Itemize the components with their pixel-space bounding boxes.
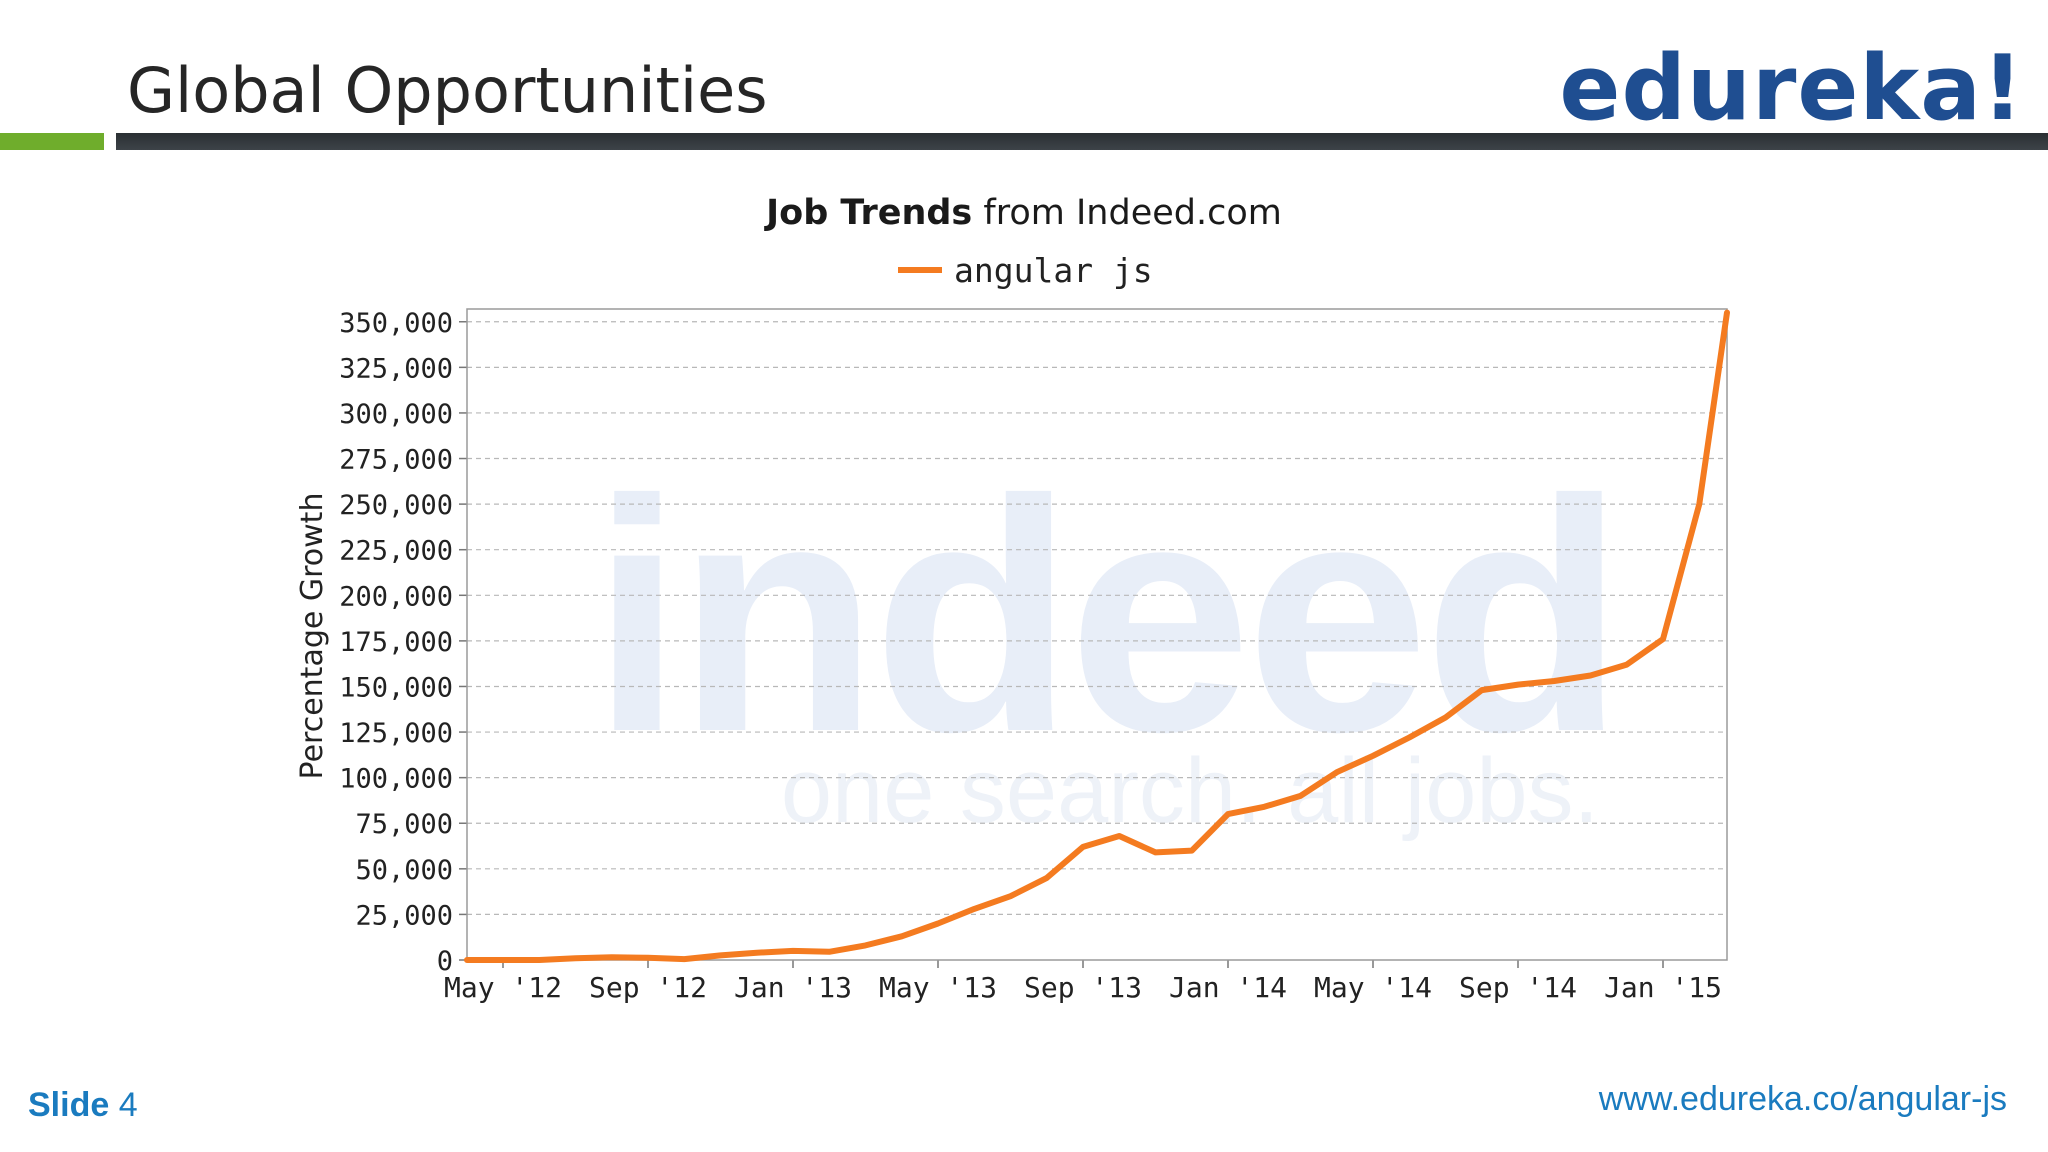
title-divider-bar (116, 133, 2048, 150)
y-tick-label: 25,000 (355, 900, 453, 931)
legend-label: angular js (954, 250, 1153, 290)
slide-title: Global Opportunities (127, 54, 768, 127)
title-accent-bar (0, 133, 104, 150)
chart-title-rest: from Indeed.com (983, 193, 1282, 233)
y-tick-label: 100,000 (339, 764, 453, 795)
chart-title-bold: Job Trends (766, 193, 973, 233)
y-tick-label: 250,000 (339, 490, 453, 521)
y-tick-label: 50,000 (355, 855, 453, 886)
x-tick-label: May '13 (879, 971, 997, 1004)
y-tick-label: 75,000 (355, 809, 453, 840)
slide-number: Slide 4 (28, 1086, 138, 1125)
slide-label: Slide (28, 1086, 110, 1124)
series-line-angular-js (464, 309, 1730, 963)
y-tick-label: 200,000 (339, 581, 453, 612)
y-axis-ticks: 0 25,000 50,000 75,000 100,000 125,000 150,000… (339, 308, 467, 977)
x-tick-label: Jan '15 (1604, 971, 1722, 1004)
x-tick-label: Jan '14 (1169, 971, 1287, 1004)
x-tick-label: Jan '13 (734, 971, 852, 1004)
line-chart: indeed one search. all jobs. 0 25,000 50,0… (295, 308, 1730, 1004)
y-tick-label: 150,000 (339, 672, 453, 703)
y-tick-label: 0 (437, 946, 453, 977)
series-group (464, 309, 1730, 963)
indeed-watermark: indeed one search. all jobs. (591, 431, 1624, 842)
x-tick-label: Sep '12 (589, 971, 707, 1004)
legend-swatch (898, 267, 942, 273)
y-tick-label: 325,000 (339, 353, 453, 384)
watermark-tagline: one search. all jobs. (781, 740, 1599, 842)
x-tick-label: May '14 (1314, 971, 1432, 1004)
footer-url-link[interactable]: www.edureka.co/angular-js (1598, 1080, 2007, 1118)
y-axis-label: Percentage Growth (295, 493, 330, 780)
plot-frame (466, 308, 1728, 961)
y-tick-label: 125,000 (339, 718, 453, 749)
y-tick-label: 175,000 (339, 627, 453, 658)
x-tick-label: Sep '13 (1024, 971, 1142, 1004)
grid-lines (467, 321, 1727, 916)
y-tick-label: 350,000 (339, 308, 453, 339)
y-tick-label: 275,000 (339, 445, 453, 476)
x-axis-ticks: May '12 Sep '12 Jan '13 May '13 Sep '13 Jan '… (444, 960, 1722, 1004)
watermark-logo-text: indeed (591, 431, 1618, 800)
slide-number-value: 4 (118, 1086, 138, 1124)
edureka-logo: edureka! (1559, 36, 2024, 141)
y-tick-label: 225,000 (339, 536, 453, 567)
x-tick-label: Sep '14 (1459, 971, 1577, 1004)
y-tick-label: 300,000 (339, 399, 453, 430)
chart-title: Job Trends from Indeed.com (0, 193, 2048, 233)
chart-legend: angular js (898, 250, 1153, 290)
x-tick-label: May '12 (444, 971, 562, 1004)
